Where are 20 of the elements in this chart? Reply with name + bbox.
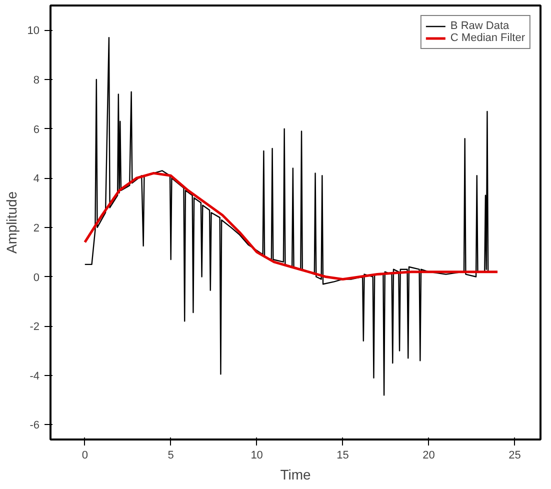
y-tick-label: 4 [33,173,40,186]
y-tick-label: 10 [27,25,40,38]
x-tick-label: 5 [168,450,174,462]
y-tick-label: 8 [33,74,40,86]
x-tick-label: 15 [336,450,349,462]
legend-label: B Raw Data [450,20,510,32]
legend-label: C Median Filter [450,32,525,44]
x-tick-label: 20 [422,450,435,462]
y-tick-label: 2 [33,222,40,234]
x-tick-label: 25 [508,450,521,462]
y-tick-label: -2 [30,321,40,334]
line-series [84,172,499,280]
x-axis-title: Time [280,466,312,482]
y-tick-label: 6 [33,124,40,136]
x-tick-label: 0 [82,450,88,462]
x-tick-label: 10 [250,450,263,462]
y-tick-label: -6 [30,420,40,432]
y-axis-title: Amplitude [3,191,20,254]
y-tick-label: -4 [30,370,40,382]
y-tick-label: 0 [33,272,40,284]
